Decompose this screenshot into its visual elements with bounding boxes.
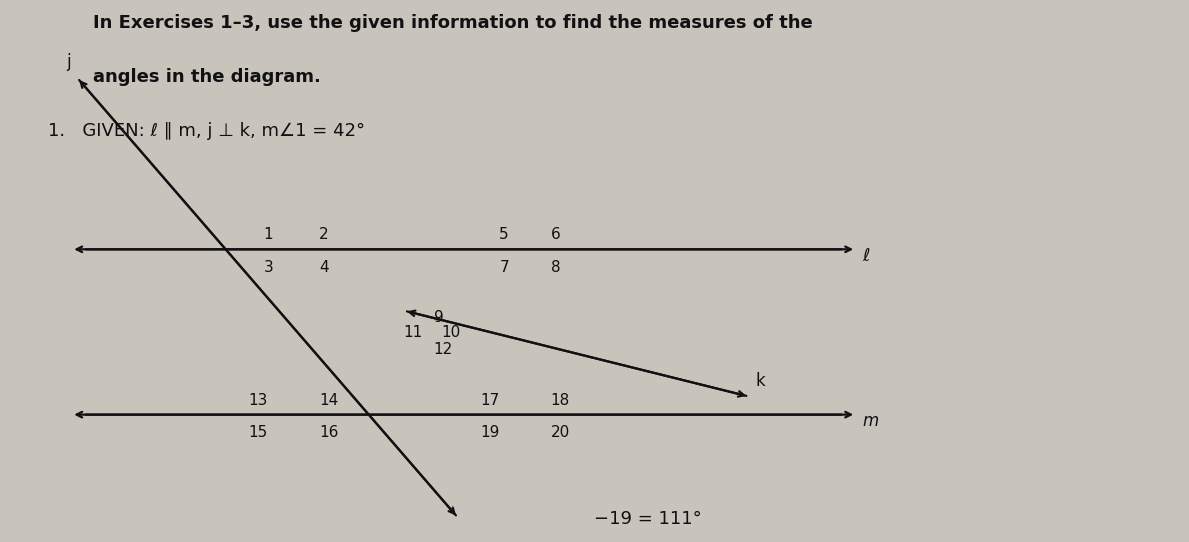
Text: 9: 9 xyxy=(434,309,443,325)
Text: 13: 13 xyxy=(249,393,268,408)
Text: 3: 3 xyxy=(264,260,273,275)
Text: k: k xyxy=(755,372,765,390)
Text: j: j xyxy=(67,53,71,72)
Text: 2: 2 xyxy=(319,228,328,242)
Text: 10: 10 xyxy=(441,325,460,340)
Text: 4: 4 xyxy=(319,260,328,275)
Text: −19 = 111°: −19 = 111° xyxy=(594,511,703,528)
Text: 16: 16 xyxy=(319,425,338,440)
Text: angles in the diagram.: angles in the diagram. xyxy=(93,68,321,86)
Text: 14: 14 xyxy=(319,393,338,408)
Text: 15: 15 xyxy=(249,425,268,440)
Text: 7: 7 xyxy=(499,260,509,275)
Text: 6: 6 xyxy=(551,228,560,242)
Text: 8: 8 xyxy=(551,260,560,275)
Text: In Exercises 1–3, use the given information to find the measures of the: In Exercises 1–3, use the given informat… xyxy=(93,14,812,31)
Text: 1.   GIVEN: ℓ ∥ m, j ⊥ k, m∠1 = 42°: 1. GIVEN: ℓ ∥ m, j ⊥ k, m∠1 = 42° xyxy=(48,122,365,140)
Text: 12: 12 xyxy=(434,342,453,357)
Text: 11: 11 xyxy=(403,325,422,340)
Text: 20: 20 xyxy=(551,425,570,440)
Text: 1: 1 xyxy=(264,228,273,242)
Text: 5: 5 xyxy=(499,228,509,242)
Text: 19: 19 xyxy=(480,425,499,440)
Text: 17: 17 xyxy=(480,393,499,408)
Text: 18: 18 xyxy=(551,393,570,408)
Text: ℓ: ℓ xyxy=(862,247,869,265)
Text: m: m xyxy=(862,412,879,430)
